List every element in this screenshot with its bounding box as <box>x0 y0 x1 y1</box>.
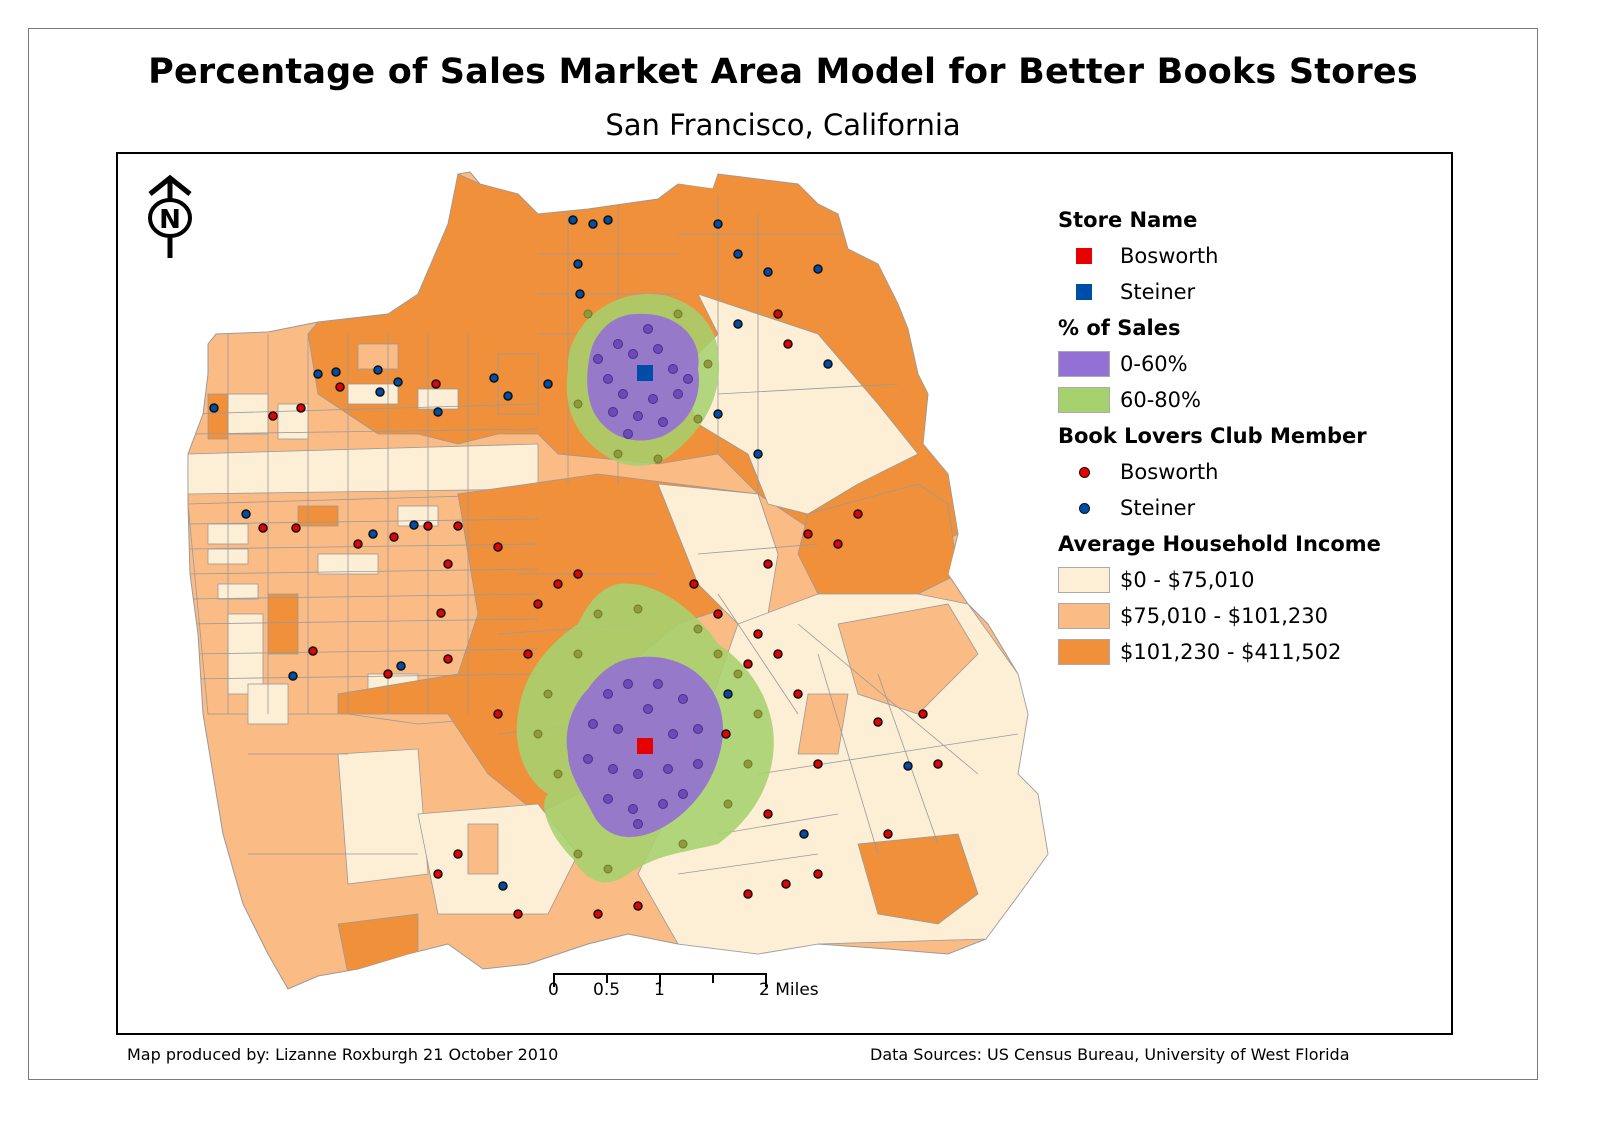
red-dot-icon <box>1079 466 1090 478</box>
scale-bar <box>553 973 767 987</box>
page-frame <box>28 28 1538 1080</box>
legend-item-income-high: $101,230 - $411,502 <box>1058 634 1448 670</box>
legend-item-0-60: 0-60% <box>1058 346 1448 382</box>
map-title: Percentage of Sales Market Area Model fo… <box>148 52 1418 92</box>
blue-square-icon <box>1076 284 1092 300</box>
steiner-store-marker[interactable] <box>637 365 653 381</box>
dark-patch-icon <box>1058 639 1110 665</box>
scale-label-0: 0 <box>548 980 559 1000</box>
light-patch-icon <box>1058 567 1110 593</box>
blue-dot-icon <box>1079 502 1090 514</box>
bosworth-store-marker[interactable] <box>637 738 653 754</box>
legend-item-income-low: $0 - $75,010 <box>1058 562 1448 598</box>
legend-item-income-mid: $75,010 - $101,230 <box>1058 598 1448 634</box>
legend-heading-store: Store Name <box>1058 208 1198 232</box>
legend-item-60-80: 60-80% <box>1058 382 1448 418</box>
map-subtitle: San Francisco, California <box>605 108 961 142</box>
legend-item-steiner-store: Steiner <box>1058 274 1448 310</box>
svg-text:N: N <box>159 205 181 235</box>
medium-patch-icon <box>1058 603 1110 629</box>
legend-item-bosworth-store: Bosworth <box>1058 238 1448 274</box>
legend-item-steiner-member: Steiner <box>1058 490 1448 526</box>
map-canvas[interactable] <box>118 154 1453 1035</box>
map-frame: N Store Name Bosworth Steiner % of Sales… <box>116 152 1453 1035</box>
members-in-green <box>533 309 763 874</box>
data-sources: Data Sources: US Census Bureau, Universi… <box>870 1045 1350 1064</box>
legend-heading-club: Book Lovers Club Member <box>1058 424 1367 448</box>
scale-label-2-miles: 2 Miles <box>759 980 819 1000</box>
north-arrow-icon: N <box>148 174 192 258</box>
legend-heading-income: Average Household Income <box>1058 532 1381 556</box>
legend: Store Name Bosworth Steiner % of Sales 0… <box>1058 202 1448 670</box>
scale-label-0-5: 0.5 <box>593 980 621 1000</box>
steiner-member-points[interactable] <box>209 215 913 891</box>
scale-label-1: 1 <box>654 980 665 1000</box>
bosworth-member-points[interactable] <box>258 309 943 919</box>
map-credit: Map produced by: Lizanne Roxburgh 21 Oct… <box>127 1045 559 1064</box>
purple-patch-icon <box>1058 351 1110 377</box>
legend-item-bosworth-member: Bosworth <box>1058 454 1448 490</box>
green-patch-icon <box>1058 387 1110 413</box>
legend-heading-sales: % of Sales <box>1058 316 1181 340</box>
members-in-buffer <box>583 324 703 829</box>
red-square-icon <box>1076 248 1092 264</box>
